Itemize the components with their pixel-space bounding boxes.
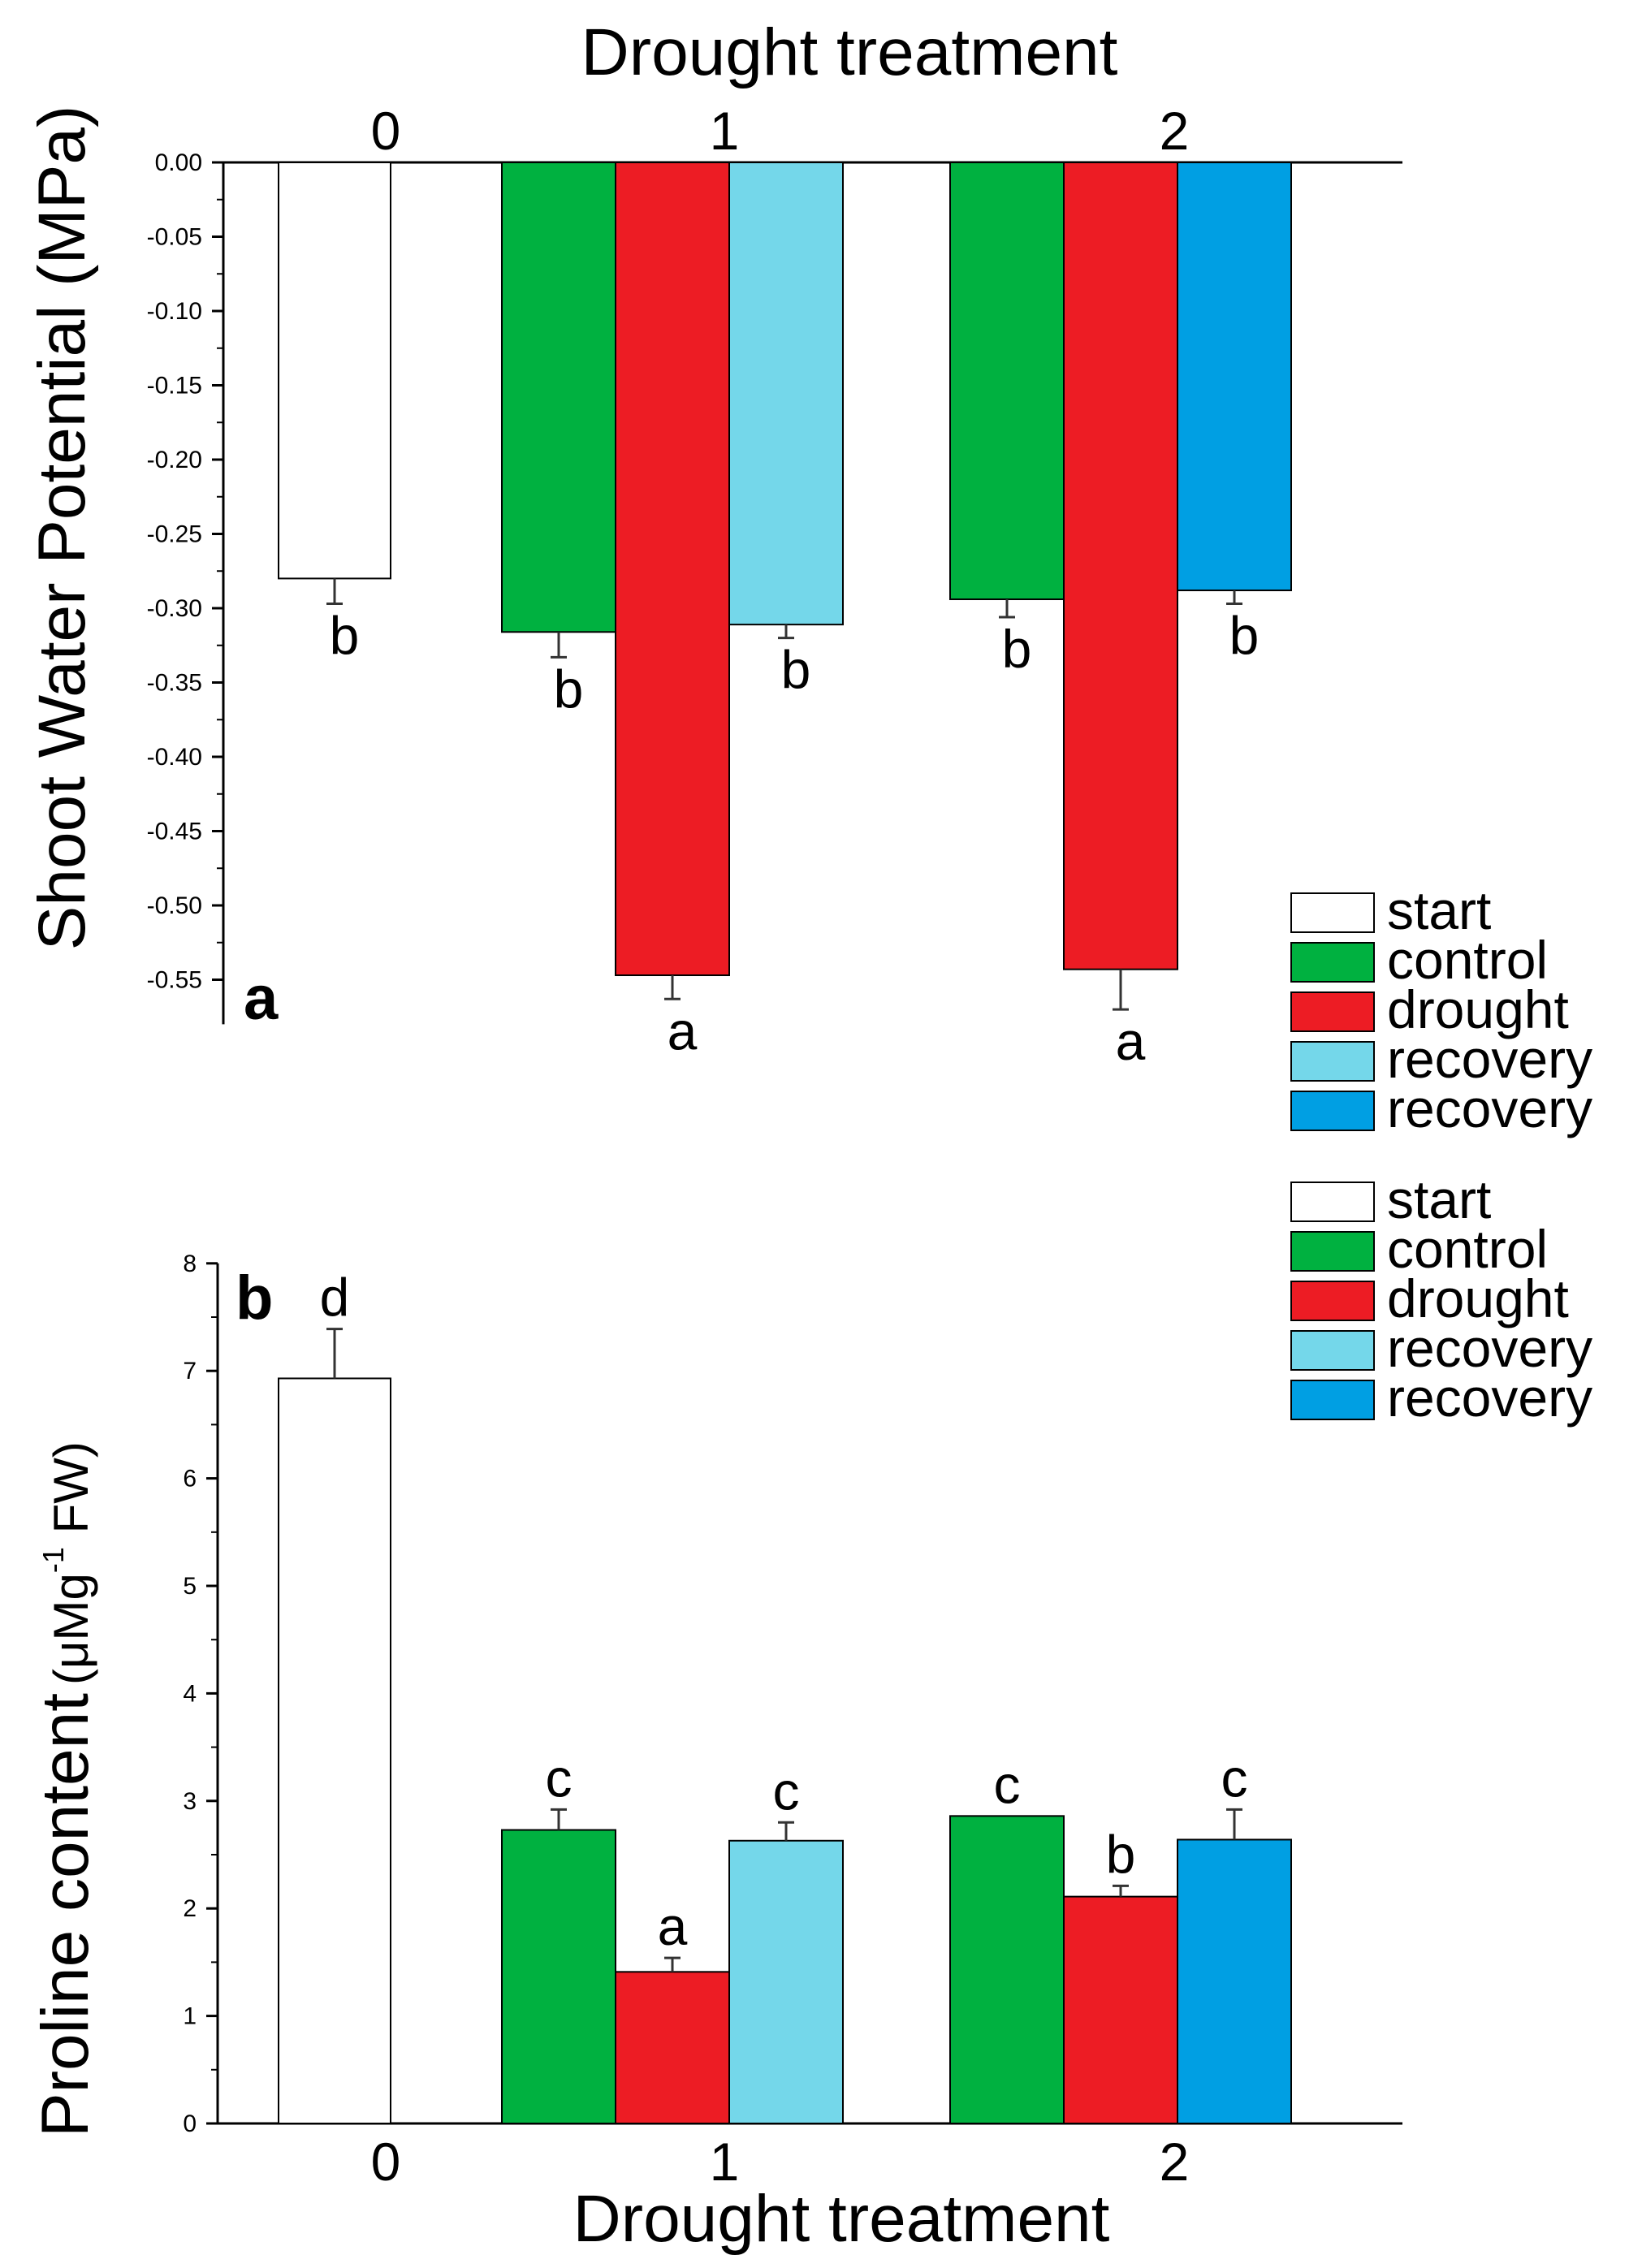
legend-swatch: [1290, 1380, 1375, 1420]
y-tick-label: -0.45: [147, 819, 202, 845]
x-tick-label: 1: [710, 101, 740, 161]
legend-label: recovery: [1387, 1029, 1592, 1089]
bar-drought: [1063, 1895, 1178, 2124]
bar-recovery: [1177, 162, 1292, 592]
y-tick-label: 7: [183, 1358, 197, 1385]
significance-letter: c: [1221, 1747, 1248, 1808]
significance-letter: b: [1106, 1824, 1136, 1884]
bar-drought: [1063, 162, 1178, 970]
significance-letter: c: [773, 1760, 800, 1821]
legend-label: drought: [1387, 979, 1569, 1039]
y-tick-label: 0.00: [155, 149, 202, 176]
bar-recovery: [728, 162, 844, 626]
x-tick-label: 1: [710, 2132, 740, 2192]
legend-label: start: [1387, 1169, 1491, 1229]
panel-b-bars: d c a c c b c: [278, 1268, 1292, 2125]
significance-letter: b: [1229, 606, 1260, 666]
legend-swatch: [1290, 892, 1375, 933]
y-tick-label: -0.30: [147, 595, 202, 622]
y-tick-label: -0.40: [147, 744, 202, 771]
legend-label: recovery: [1387, 1367, 1592, 1428]
panel-b-y-axis-unit: (μMg-1 FW): [37, 1441, 98, 1685]
legend-label: start: [1387, 880, 1491, 940]
panel-a-y-axis-title: Shoot Water Potential (MPa): [25, 106, 99, 951]
significance-letter: d: [320, 1268, 350, 1328]
x-tick-label: 2: [1160, 2132, 1190, 2192]
bar-control: [501, 1829, 616, 2125]
bar-recovery: [1177, 1838, 1292, 2125]
y-tick-label: -0.15: [147, 373, 202, 400]
y-tick-label: 8: [183, 1251, 197, 1277]
x-tick-label: 2: [1160, 101, 1190, 161]
legend-swatch: [1290, 1041, 1375, 1082]
legend-swatch: [1290, 991, 1375, 1032]
significance-letter: b: [1002, 619, 1032, 679]
panel-b-x-axis-title: Drought treatment: [573, 2182, 1110, 2256]
significance-letter: c: [994, 1754, 1021, 1814]
panel-a-x-axis: 0 1 2: [223, 101, 1402, 164]
bar-control: [501, 162, 616, 633]
panel-b-y-axis-title-group: Proline content (μMg-1 FW): [28, 1441, 102, 2137]
panel-b-y-axis: 0 1 2 3 4 5 6 7 8: [183, 1251, 219, 2137]
legend-label: control: [1387, 930, 1548, 990]
panel-a-letter: a: [244, 964, 279, 1033]
significance-letter: a: [1116, 1011, 1146, 1071]
legend-label: drought: [1387, 1268, 1569, 1328]
x-tick-label: 0: [371, 2132, 401, 2192]
bar-control: [949, 1815, 1065, 2124]
panel-b-letter: b: [235, 1264, 273, 1333]
y-tick-label: -0.50: [147, 892, 202, 919]
legend-swatch: [1290, 942, 1375, 983]
panel-b-chart: Drought treatment Proline content (μMg-1…: [28, 1169, 1592, 2256]
y-tick-label: 4: [183, 1680, 197, 1707]
legend-swatch: [1290, 1091, 1375, 1131]
legend-swatch: [1290, 1330, 1375, 1371]
panel-a-bars: b b a b b a b: [278, 162, 1292, 1071]
bar-start: [278, 1377, 391, 2124]
significance-letter: c: [546, 1747, 573, 1808]
legend-label: control: [1387, 1219, 1548, 1279]
y-tick-label: -0.20: [147, 447, 202, 473]
significance-letter: a: [658, 1896, 688, 1956]
panel-a-chart: Drought treatment Shoot Water Potential …: [25, 15, 1592, 1138]
x-tick-label: 0: [371, 101, 401, 161]
bar-drought: [615, 1971, 730, 2124]
y-tick-label: 2: [183, 1895, 197, 1922]
bar-recovery: [728, 1839, 844, 2125]
significance-letter: b: [554, 659, 584, 719]
legend-swatch: [1290, 1182, 1375, 1222]
panel-a-x-axis-title: Drought treatment: [581, 15, 1118, 89]
significance-letter: a: [668, 1000, 698, 1061]
bar-drought: [615, 162, 730, 977]
bar-start: [278, 162, 391, 580]
y-tick-label: 0: [183, 2110, 197, 2137]
y-tick-label: 5: [183, 1573, 197, 1600]
y-tick-label: -0.10: [147, 298, 202, 325]
panel-b-y-axis-title: Proline content: [28, 1693, 102, 2137]
y-tick-label: -0.55: [147, 967, 202, 994]
bar-control: [949, 162, 1065, 601]
legend-label: recovery: [1387, 1078, 1592, 1138]
y-tick-label: 1: [183, 2003, 197, 2030]
y-tick-label: -0.35: [147, 670, 202, 697]
significance-letter: b: [781, 640, 811, 700]
y-tick-label: 3: [183, 1788, 197, 1815]
y-tick-label: -0.05: [147, 224, 202, 251]
panel-a-y-axis: 0.00 -0.05 -0.10 -0.15 -0.20 -0.25 -0.30 -0.35 -…: [147, 149, 225, 1025]
y-tick-label: -0.25: [147, 521, 202, 548]
legend-swatch: [1290, 1231, 1375, 1272]
legend-swatch: [1290, 1281, 1375, 1321]
y-tick-label: 6: [183, 1466, 197, 1493]
significance-letter: b: [330, 606, 360, 666]
legend-label: recovery: [1387, 1318, 1592, 1378]
